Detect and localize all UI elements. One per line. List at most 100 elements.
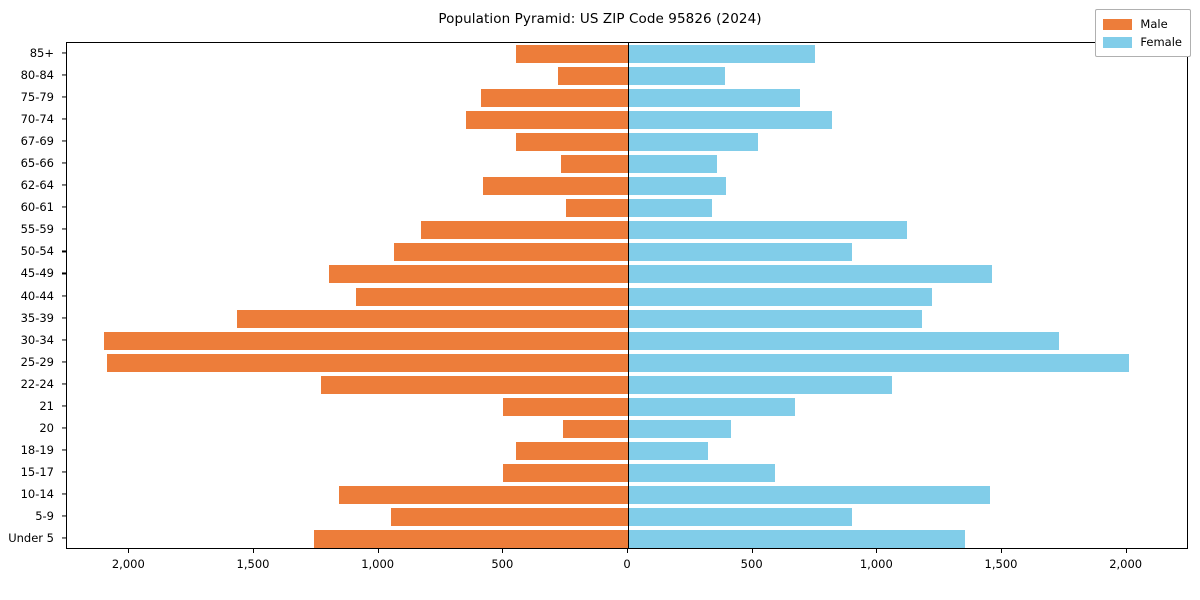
x-tick-label-2: 1,000 [361,557,395,571]
bar-male-62-64 [483,177,628,196]
bar-male-70-74 [465,111,628,130]
bar-female-25-29 [628,353,1130,372]
bar-female-10-14 [628,485,990,504]
y-tick-label-50-54: 50-54 [20,244,54,259]
bar-female-65-66 [628,155,717,174]
y-tick-mark [62,339,66,341]
bar-female-70-74 [628,111,833,130]
y-tick-mark [62,427,66,429]
x-tick-mark [751,549,753,553]
y-tick-label-21: 21 [39,398,54,413]
y-tick-mark [62,74,66,76]
bar-female-40-44 [628,287,933,306]
y-tick-label-20: 20 [39,420,54,435]
bar-female-22-24 [628,375,893,394]
x-tick-label-3: 500 [491,557,514,571]
bar-male-5-9 [391,507,628,526]
bar-female-75-79 [628,89,801,108]
y-tick-mark [62,405,66,407]
x-tick-label-0: 2,000 [111,557,145,571]
y-tick-label-65-66: 65-66 [20,156,54,171]
y-tick-mark [62,383,66,385]
y-tick-label-15-17: 15-17 [20,464,54,479]
plot-area [66,42,1188,549]
y-tick-label-85-: 85+ [29,46,54,61]
y-tick-mark [62,361,66,363]
x-tick-mark [253,549,255,553]
y-tick-mark [62,52,66,54]
bar-male-35-39 [236,309,628,328]
bar-male-30-34 [104,331,628,350]
bar-male-75-79 [480,89,628,108]
bar-male-22-24 [321,375,628,394]
y-tick-label-75-79: 75-79 [20,90,54,105]
y-tick-mark [62,537,66,539]
bar-female-15-17 [628,463,776,482]
legend-item-female: Female [1103,33,1182,51]
zero-axis-line [628,43,630,548]
x-tick-label-7: 1,500 [984,557,1018,571]
x-tick-label-1: 1,500 [236,557,270,571]
x-tick-mark [502,549,504,553]
bar-male-85- [515,45,628,64]
bar-female-18-19 [628,441,708,460]
bar-female-85- [628,45,815,64]
y-tick-label-35-39: 35-39 [20,310,54,325]
y-tick-mark [62,493,66,495]
legend-item-male: Male [1103,15,1182,33]
y-tick-mark [62,471,66,473]
x-tick-mark [627,549,629,553]
legend-swatch-male [1103,18,1133,30]
legend-label: Male [1140,17,1168,31]
x-tick-label-4: 0 [623,557,631,571]
bar-female-67-69 [628,133,758,152]
y-tick-mark [62,228,66,230]
legend-label: Female [1140,35,1182,49]
y-tick-label-40-44: 40-44 [20,288,54,303]
bar-male-67-69 [515,133,628,152]
bar-female-21 [628,397,796,416]
x-tick-mark [876,549,878,553]
y-tick-label-70-74: 70-74 [20,112,54,127]
x-axis: 2,000 1,500 1,000 500 0 500 1,000 1,500 2,000 [66,549,1188,589]
bar-male-55-59 [421,221,628,240]
y-tick-label-10-14: 10-14 [20,486,54,501]
x-tick-mark [377,549,379,553]
bar-female-55-59 [628,221,908,240]
x-tick-mark [128,549,130,553]
y-tick-mark [62,294,66,297]
bar-male-10-14 [338,485,628,504]
chart-legend: Male Female [1095,9,1191,57]
chart-title: Population Pyramid: US ZIP Code 95826 (2… [438,11,762,27]
bar-female-60-61 [628,199,712,218]
x-tick-label-6: 1,000 [859,557,893,571]
y-tick-mark [62,250,66,252]
bar-female-under-5 [628,529,965,548]
x-tick-mark [1125,549,1127,553]
y-axis: 85+ 80-84 75-79 70-74 67-69 65-66 62-64 60-61 55… [0,42,66,549]
bar-female-30-34 [628,331,1060,350]
y-tick-label-22-24: 22-24 [20,376,54,391]
bar-male-45-49 [328,265,628,284]
bar-female-50-54 [628,243,853,262]
y-tick-mark [62,140,66,142]
y-tick-mark [62,162,66,164]
y-tick-mark [62,206,66,208]
bar-female-45-49 [628,265,993,284]
y-tick-label-80-84: 80-84 [20,68,54,83]
y-tick-mark [62,272,66,274]
bar-male-15-17 [503,463,628,482]
y-tick-label-62-64: 62-64 [20,178,54,193]
bar-male-65-66 [560,155,628,174]
bar-female-5-9 [628,507,853,526]
x-tick-label-8: 2,000 [1109,557,1143,571]
bar-male-20 [563,419,628,438]
bar-male-60-61 [565,199,628,218]
y-tick-mark [62,118,66,120]
x-tick-label-5: 500 [740,557,763,571]
legend-swatch-female [1103,36,1133,48]
x-tick-mark [1001,549,1003,553]
y-tick-label-30-34: 30-34 [20,332,54,347]
bars-layer [67,43,1187,548]
